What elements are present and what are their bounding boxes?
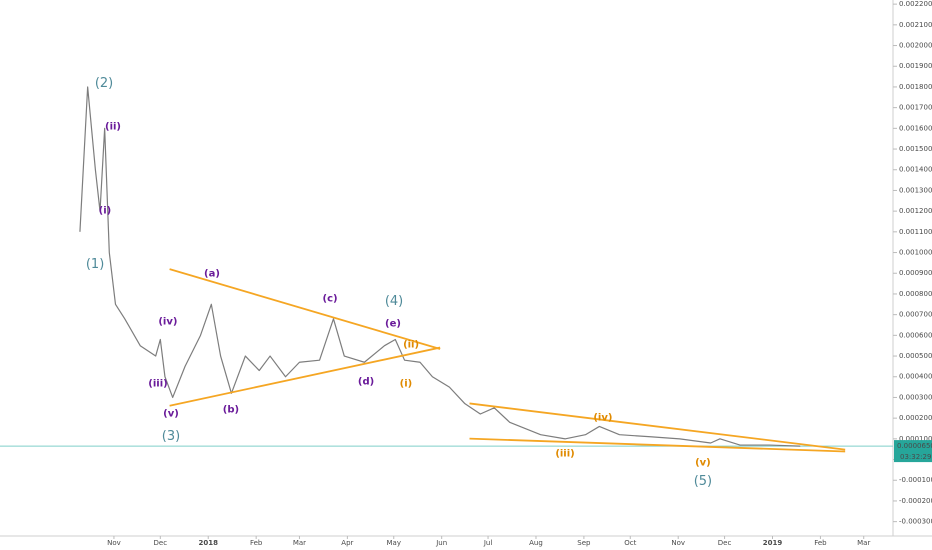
wave-label: (d) bbox=[358, 377, 374, 388]
x-tick-label: Feb bbox=[250, 539, 263, 547]
last-price-box bbox=[894, 440, 932, 463]
wave-label: (e) bbox=[385, 319, 401, 330]
wave-label: (ii) bbox=[403, 339, 419, 350]
wave-label: (iii) bbox=[555, 449, 574, 460]
x-tick-label: Jul bbox=[483, 539, 493, 547]
wave-label: (v) bbox=[163, 409, 179, 420]
wave-label: (iv) bbox=[158, 316, 177, 327]
price-line bbox=[79, 86, 801, 447]
wave-label: (a) bbox=[204, 268, 220, 279]
x-tick-label: Nov bbox=[671, 539, 685, 547]
last-price-label: 0.0000650 bbox=[897, 442, 932, 450]
wave-label: (i) bbox=[99, 206, 112, 217]
wave-label: (i) bbox=[400, 379, 413, 390]
x-tick-label: Dec bbox=[154, 539, 168, 547]
trendline bbox=[169, 268, 441, 350]
x-tick-label: Mar bbox=[293, 539, 306, 547]
wave-label: (1) bbox=[86, 257, 104, 272]
x-tick-label: Apr bbox=[341, 539, 353, 547]
x-tick-label: Sep bbox=[577, 539, 591, 547]
wave-label: (ii) bbox=[105, 121, 121, 132]
y-tick-label: -0.0001000 bbox=[899, 476, 932, 484]
trendline bbox=[469, 402, 846, 451]
x-tick-label: Oct bbox=[624, 539, 636, 547]
wave-label: (3) bbox=[162, 429, 180, 444]
trendline bbox=[169, 346, 441, 407]
x-tick-label: 2018 bbox=[198, 539, 218, 547]
x-tick-label: May bbox=[387, 539, 401, 547]
x-tick-label: Jun bbox=[435, 539, 447, 547]
wave-label: (v) bbox=[695, 457, 711, 468]
wave-label: (iv) bbox=[593, 413, 612, 424]
wave-label: (5) bbox=[694, 474, 712, 489]
wave-label: (c) bbox=[323, 293, 338, 304]
last-price-time: 03:32:29 bbox=[900, 453, 931, 461]
x-tick-label: 2019 bbox=[763, 539, 783, 547]
x-tick-label: Aug bbox=[529, 539, 543, 547]
x-tick-label: Dec bbox=[718, 539, 732, 547]
wave-label: (4) bbox=[385, 294, 403, 309]
x-tick-label: Mar bbox=[857, 539, 870, 547]
x-tick-label: Feb bbox=[814, 539, 827, 547]
wave-label: (2) bbox=[95, 76, 113, 91]
wave-label: (b) bbox=[223, 404, 239, 415]
wave-label: (iii) bbox=[148, 379, 167, 390]
y-tick-label: 0.0001000 bbox=[899, 435, 932, 443]
trendline bbox=[469, 437, 846, 453]
x-tick-label: Nov bbox=[107, 539, 121, 547]
